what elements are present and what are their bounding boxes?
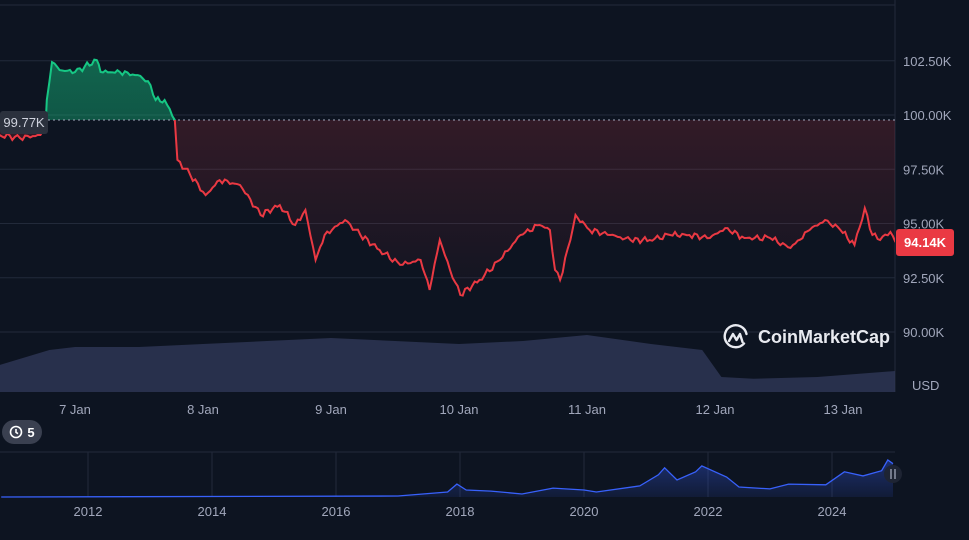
- navigator-handle[interactable]: [884, 465, 902, 483]
- navigator-handle-grip-icon: [890, 469, 896, 479]
- navigator-tick-label: 2022: [694, 504, 723, 519]
- x-tick-label: 8 Jan: [187, 402, 219, 417]
- x-axis: 7 Jan 8 Jan 9 Jan 10 Jan 11 Jan 12 Jan 13 Jan: [59, 402, 862, 417]
- brand-name: CoinMarketCap: [758, 326, 891, 347]
- x-tick-label: 13 Jan: [823, 402, 862, 417]
- navigator-tick-label: 2012: [74, 504, 103, 519]
- baseline-price-badge: 99.77K: [0, 111, 48, 134]
- history-count: 5: [27, 424, 35, 440]
- navigator[interactable]: 2012 2014 2016 2018 2020 2022 2024: [0, 451, 902, 519]
- coinmarketcap-logo: CoinMarketCap: [722, 323, 890, 351]
- volume-area: [0, 335, 895, 392]
- price-line-down: [0, 119, 895, 297]
- y-tick-label: 102.50K: [903, 54, 952, 69]
- volume-bars: [0, 335, 895, 392]
- navigator-tick-label: 2020: [570, 504, 599, 519]
- last-price-badge: 94.14K: [896, 229, 954, 256]
- currency-label: USD: [912, 378, 939, 393]
- x-tick-label: 10 Jan: [439, 402, 478, 417]
- y-tick-label: 97.50K: [903, 162, 945, 177]
- x-tick-label: 11 Jan: [568, 402, 606, 417]
- y-axis: 90.00K 92.50K 95.00K 97.50K 100.00K 102.50K: [903, 54, 952, 340]
- navigator-tick-label: 2016: [322, 504, 351, 519]
- price-area-up: [45, 59, 175, 120]
- navigator-tick-label: 2018: [446, 504, 475, 519]
- y-tick-label: 100.00K: [903, 108, 952, 123]
- navigator-area: [0, 460, 893, 497]
- navigator-tick-label: 2014: [198, 504, 227, 519]
- y-tick-label: 90.00K: [903, 325, 945, 340]
- navigator-tick-label: 2024: [818, 504, 847, 519]
- history-clock-icon: [10, 425, 23, 439]
- price-line-up: [44, 58, 176, 120]
- x-tick-label: 9 Jan: [315, 402, 347, 417]
- x-tick-label: 7 Jan: [59, 402, 91, 417]
- y-tick-label: 95.00K: [903, 217, 945, 232]
- y-tick-label: 92.50K: [903, 271, 945, 286]
- x-tick-label: 12 Jan: [695, 402, 734, 417]
- history-button[interactable]: 5: [2, 420, 42, 444]
- price-area-down: [0, 119, 895, 296]
- navigator-line: [1, 459, 894, 498]
- coinmarketcap-logo-icon: [723, 324, 748, 349]
